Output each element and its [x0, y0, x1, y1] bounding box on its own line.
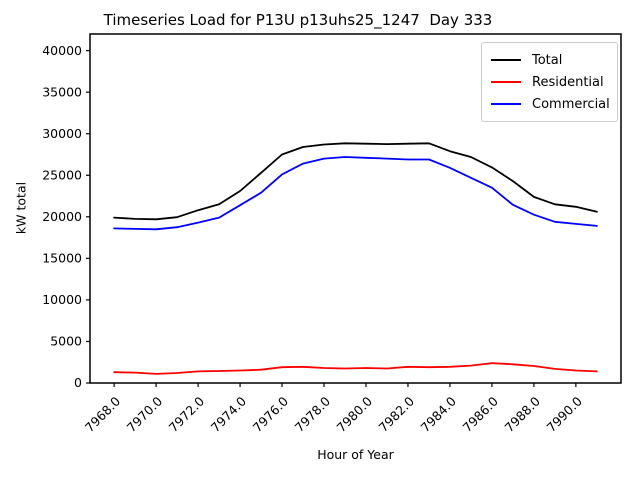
legend-entry-residential: Residential [491, 71, 609, 93]
y-tick-label: 0 [74, 375, 82, 390]
x-tick-label: 7968.0 [82, 393, 124, 435]
legend-label: Residential [532, 74, 604, 90]
legend-label: Total [532, 52, 563, 68]
commercial-line-swatch [491, 103, 521, 105]
total-line-swatch [491, 59, 521, 61]
y-tick-label: 30000 [42, 126, 82, 141]
x-tick-label: 7990.0 [543, 393, 585, 435]
legend-entry-total: Total [491, 49, 609, 71]
axes-frame [89, 33, 622, 384]
y-tick-label: 5000 [50, 334, 82, 349]
y-tick-label: 35000 [42, 84, 82, 99]
x-tick-label: 7976.0 [250, 393, 292, 435]
x-tick-label: 7970.0 [124, 393, 166, 435]
x-tick-label: 7988.0 [501, 393, 543, 435]
y-tick-label: 10000 [42, 292, 82, 307]
x-tick-label: 7984.0 [418, 393, 460, 435]
x-tick-label: 7980.0 [334, 393, 376, 435]
series-line-total [113, 142, 598, 221]
x-tick-label: 7978.0 [292, 393, 334, 435]
legend-label: Commercial [532, 96, 610, 112]
x-axis-label: Hour of Year [317, 447, 394, 462]
x-tick-label: 7986.0 [460, 393, 502, 435]
series-line-residential [113, 362, 598, 375]
chart-title: Timeseries Load for P13U p13uhs25_1247 D… [103, 11, 493, 29]
legend: Total Residential Commercial [481, 42, 618, 122]
x-tick-label: 7982.0 [376, 393, 418, 435]
legend-entry-commercial: Commercial [491, 93, 610, 115]
y-tick-label: 20000 [42, 209, 82, 224]
x-tick-label: 7974.0 [208, 393, 250, 435]
y-tick-label: 25000 [42, 167, 82, 182]
y-tick-label: 40000 [42, 43, 82, 58]
series-line-commercial [113, 156, 598, 231]
residential-line-swatch [491, 81, 521, 83]
y-tick-label: 15000 [42, 251, 82, 266]
x-tick-label: 7972.0 [166, 393, 208, 435]
